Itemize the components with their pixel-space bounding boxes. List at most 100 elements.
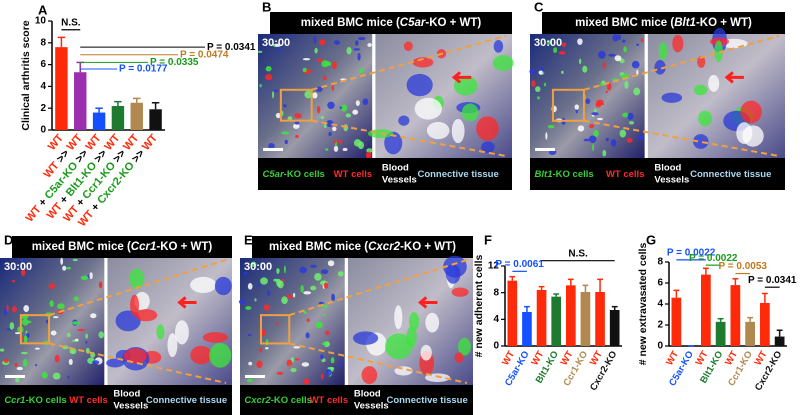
legend-label-part: WT cells	[310, 395, 349, 406]
cell	[407, 74, 433, 96]
cell	[608, 54, 615, 57]
cell	[544, 83, 546, 87]
panel-label: F	[484, 232, 492, 247]
cell	[129, 268, 144, 288]
cell	[285, 140, 288, 144]
cell	[62, 266, 66, 271]
cell	[346, 113, 351, 117]
panel-title-part: -KO + WT)	[696, 17, 752, 29]
cell	[67, 333, 71, 338]
cell	[398, 115, 409, 125]
panel-title-part: Cxcr2	[368, 241, 401, 253]
legend-label-part: Cxcr2	[244, 395, 271, 406]
cell	[89, 272, 92, 279]
legend-label: WT cells	[334, 169, 373, 180]
cell	[591, 112, 598, 115]
y-tick-label: 0	[493, 341, 499, 352]
panel-label: E	[244, 232, 253, 247]
cell	[624, 81, 628, 89]
cell	[302, 362, 310, 366]
cell	[612, 34, 619, 41]
y-tick-label: 0	[657, 341, 663, 352]
y-tick-label: 8	[493, 287, 499, 298]
cell	[0, 349, 4, 352]
cell	[320, 354, 323, 359]
cell	[356, 100, 360, 106]
significance-label: P = 0.0061	[495, 259, 544, 270]
bar	[537, 290, 547, 346]
cell	[85, 334, 88, 339]
cell	[332, 61, 337, 69]
cell	[275, 322, 279, 324]
legend-label-part: -KO cells	[271, 395, 312, 406]
cell	[583, 139, 589, 142]
cell	[15, 332, 21, 334]
timestamp: 30:00	[262, 37, 290, 49]
cell	[321, 116, 325, 119]
y-tick-label: 8	[657, 257, 663, 268]
legend-label-part: WT cells	[606, 169, 645, 180]
bar	[93, 113, 105, 130]
cell	[659, 42, 668, 60]
legend-label-part: -KO cells	[284, 169, 325, 180]
bar	[131, 103, 143, 130]
cell	[277, 372, 284, 375]
bar	[716, 322, 726, 346]
cell	[60, 258, 63, 265]
cell	[190, 277, 216, 293]
cell	[636, 44, 639, 46]
cell	[55, 355, 60, 363]
legend-label: Vessels	[654, 175, 689, 186]
panel-title-part: mixed BMC mice (	[269, 241, 368, 253]
legend-label: WT cells	[69, 395, 108, 406]
cell	[343, 148, 348, 151]
cell	[662, 93, 683, 103]
divider	[645, 34, 648, 158]
significance-label: P = 0.0053	[719, 261, 768, 272]
cell	[323, 314, 326, 316]
cell	[49, 283, 55, 289]
cell	[357, 53, 360, 61]
cell	[358, 141, 364, 149]
panel-title: mixed BMC mice (Blt1-KO + WT)	[575, 17, 752, 29]
panel-title: mixed BMC mice (Cxcr2-KO + WT)	[269, 241, 456, 253]
cell	[366, 152, 372, 159]
cell	[42, 372, 48, 379]
cell	[22, 319, 28, 326]
cell	[708, 75, 719, 92]
y-tick-label: 6	[657, 278, 663, 289]
cell	[303, 291, 311, 294]
cell	[339, 360, 342, 368]
cell	[367, 43, 371, 47]
micrograph-panel: mixed BMC mice (C5ar-KO + WT)30:00C5ar-K…	[258, 12, 514, 190]
cell	[629, 121, 634, 124]
cell	[53, 316, 58, 318]
cell	[310, 265, 317, 268]
cell	[548, 125, 555, 128]
cell	[294, 113, 302, 118]
scale-bar	[5, 375, 25, 378]
legend-label-part: Connective tissue	[146, 395, 227, 406]
cell	[452, 119, 465, 143]
cell	[427, 122, 450, 139]
cell	[53, 372, 61, 379]
cell	[72, 321, 80, 325]
bar	[581, 292, 591, 346]
y-axis-label: # new adherent cells	[473, 254, 485, 357]
cell	[579, 58, 581, 64]
cell	[606, 91, 608, 94]
cell	[615, 55, 622, 61]
cell	[446, 264, 461, 284]
cell	[248, 334, 252, 336]
cell	[66, 267, 71, 270]
cell	[35, 348, 40, 350]
cell	[493, 55, 514, 71]
cell	[303, 68, 307, 73]
cell	[49, 300, 53, 307]
cell	[362, 366, 378, 384]
cell	[303, 379, 310, 385]
cell	[15, 378, 19, 383]
legend-label: Blood	[354, 389, 381, 400]
panel-title-part: -KO + WT)	[425, 17, 481, 29]
